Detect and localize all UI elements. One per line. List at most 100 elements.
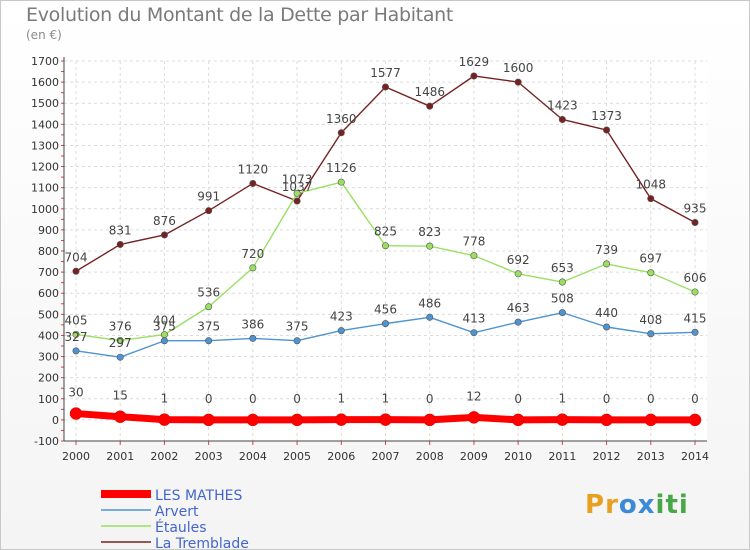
logo-letter: i — [655, 490, 666, 520]
x-tick-label: 2002 — [150, 450, 178, 463]
data-point — [337, 327, 345, 335]
data-point — [381, 242, 389, 250]
y-tick-label: 0 — [52, 414, 59, 427]
x-tick-label: 2000 — [62, 450, 90, 463]
axes: -100010020030040050060070080090010001100… — [31, 55, 709, 463]
proxiti-logo: Proxiti — [585, 490, 689, 520]
data-label: 376 — [109, 320, 132, 334]
data-label: 1 — [559, 392, 567, 406]
x-tick-label: 2007 — [372, 450, 400, 463]
data-point — [603, 126, 611, 134]
data-point — [205, 337, 213, 345]
data-label: 0 — [603, 392, 611, 406]
data-label: 486 — [418, 296, 441, 310]
y-tick-label: 700 — [38, 266, 59, 279]
data-label: 327 — [65, 330, 88, 344]
data-label: 1486 — [414, 85, 445, 99]
data-label: 876 — [153, 214, 176, 228]
data-label: 1 — [161, 392, 169, 406]
data-label: 1577 — [370, 66, 401, 80]
data-point — [379, 413, 392, 426]
data-label: 606 — [684, 271, 707, 285]
data-point — [647, 269, 655, 277]
data-label: 297 — [109, 336, 132, 350]
data-point — [691, 288, 699, 296]
data-label: 0 — [647, 392, 655, 406]
y-tick-label: 200 — [38, 372, 59, 385]
data-point — [381, 83, 389, 91]
data-point — [202, 413, 215, 427]
data-point — [113, 410, 127, 423]
data-label: 0 — [249, 392, 257, 406]
data-label: 440 — [595, 306, 618, 320]
data-label: 375 — [197, 320, 220, 334]
data-label: 12 — [466, 389, 481, 403]
data-point — [644, 413, 658, 427]
data-label: 386 — [241, 317, 264, 331]
data-point — [116, 240, 124, 248]
data-label: 375 — [153, 320, 176, 334]
data-point — [426, 242, 434, 250]
data-point — [603, 323, 611, 331]
data-point — [337, 129, 345, 137]
data-point — [249, 334, 257, 342]
y-tick-label: 1100 — [31, 182, 59, 195]
data-point — [249, 264, 257, 272]
data-label: 831 — [109, 223, 132, 237]
y-tick-label: 1600 — [31, 76, 59, 89]
y-tick-label: 900 — [38, 224, 59, 237]
data-label: 0 — [426, 392, 434, 406]
x-tick-label: 2008 — [416, 450, 444, 463]
data-point — [337, 178, 345, 186]
data-point — [158, 413, 171, 426]
data-label: 423 — [330, 310, 353, 324]
data-point — [116, 337, 124, 345]
data-point — [511, 413, 525, 427]
data-point — [600, 413, 613, 427]
data-label: 463 — [507, 301, 530, 315]
data-point — [467, 411, 481, 424]
data-label: 1073 — [282, 172, 313, 186]
data-label: 704 — [65, 250, 88, 264]
data-label: 1 — [337, 392, 345, 406]
data-label: 1048 — [636, 178, 667, 192]
legend-label: LES MATHES — [155, 488, 242, 504]
x-tick-label: 2003 — [195, 450, 223, 463]
data-label: 991 — [197, 190, 220, 204]
data-label: 405 — [65, 313, 88, 327]
y-tick-label: 400 — [38, 329, 59, 342]
x-tick-label: 2009 — [460, 450, 488, 463]
data-point — [381, 320, 389, 328]
data-point — [426, 102, 434, 110]
data-label: 408 — [639, 313, 662, 327]
data-labels: 30 15 1 0 0 0 1 1 0 12 0 1 0 0 0 327 297 375 375 386 375 423 4… — [65, 55, 707, 406]
x-tick-label: 2006 — [327, 450, 355, 463]
data-point — [293, 337, 301, 345]
logo-letter: i — [678, 490, 689, 520]
x-tick-label: 2011 — [548, 450, 576, 463]
data-point — [116, 353, 124, 361]
y-tick-label: 1000 — [31, 203, 59, 216]
data-label: 0 — [293, 392, 301, 406]
data-point — [246, 413, 260, 427]
logo-letter: r — [605, 490, 619, 520]
data-point — [558, 309, 566, 317]
data-label: 15 — [113, 389, 128, 403]
y-tick-label: 1500 — [31, 97, 59, 110]
data-point — [470, 252, 478, 260]
data-label: 1423 — [547, 98, 578, 112]
data-label: 778 — [462, 235, 485, 249]
data-label: 1373 — [591, 109, 622, 123]
data-point — [470, 72, 478, 80]
data-point — [688, 413, 702, 427]
data-point — [249, 179, 257, 187]
data-label: 720 — [241, 247, 264, 261]
legend-label: La Tremblade — [155, 536, 249, 550]
data-point — [160, 337, 168, 345]
data-point — [558, 115, 566, 123]
y-tick-label: 500 — [38, 308, 59, 321]
data-point — [72, 330, 80, 338]
series-lines — [69, 72, 702, 427]
